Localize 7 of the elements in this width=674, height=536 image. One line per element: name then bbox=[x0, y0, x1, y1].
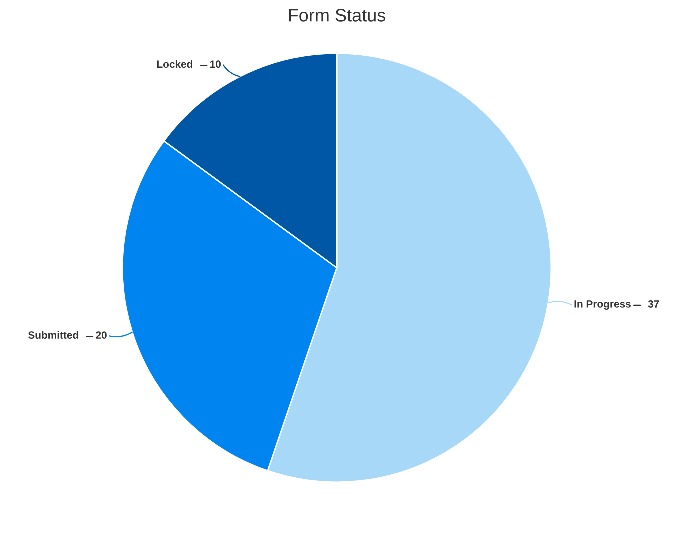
slice-label: Locked bbox=[157, 60, 192, 68]
slice-label: In Progress bbox=[574, 300, 631, 310]
data-label: 20 bbox=[96, 332, 107, 339]
data-label: 37 bbox=[648, 300, 660, 308]
chart-title: Form Status bbox=[289, 9, 386, 22]
data-label: 10 bbox=[210, 60, 222, 68]
slice-label: Submitted bbox=[28, 331, 78, 339]
